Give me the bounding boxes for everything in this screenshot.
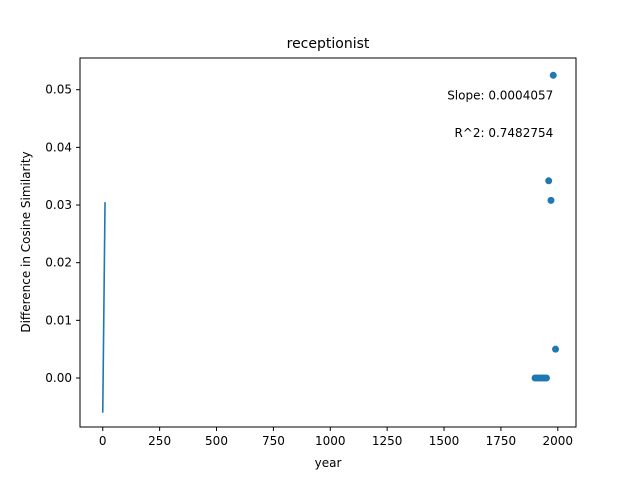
data-point [549,71,557,79]
x-tick-label: 1000 [315,434,346,448]
y-tick-label: 0.01 [45,313,72,327]
y-axis: 0.00 0.01 0.02 0.03 0.04 0.05 [45,83,80,385]
y-tick-label: 0.00 [45,371,72,385]
y-axis-label: Difference in Cosine Similarity [19,151,33,332]
x-tick-label: 250 [148,434,171,448]
fit-line [101,202,106,413]
x-tick-label: 500 [205,434,228,448]
x-axis-label: year [315,456,342,470]
y-tick-label: 0.04 [45,140,72,154]
y-tick-label: 0.02 [45,256,72,270]
slope-annotation: Slope: 0.0004057 [447,89,553,103]
plot-area [101,71,560,413]
chart-title: receptionist [287,36,370,52]
x-tick-label: 750 [262,434,285,448]
data-point [552,345,560,353]
x-tick-label: 0 [99,434,107,448]
annotations: Slope: 0.0004057 R^2: 0.7482754 [447,89,553,140]
data-point [542,374,550,382]
x-tick-label: 2000 [543,434,574,448]
x-tick-label: 1250 [372,434,403,448]
x-tick-label: 1750 [486,434,517,448]
y-tick-label: 0.05 [45,83,72,97]
r-squared-annotation: R^2: 0.7482754 [454,126,553,140]
x-tick-label: 1500 [429,434,460,448]
data-point [545,177,553,185]
axes-frame [79,57,577,428]
x-axis: 0 250 500 750 1000 1250 1500 1750 2000 [99,427,573,448]
data-point [547,196,555,204]
y-tick-label: 0.03 [45,198,72,212]
